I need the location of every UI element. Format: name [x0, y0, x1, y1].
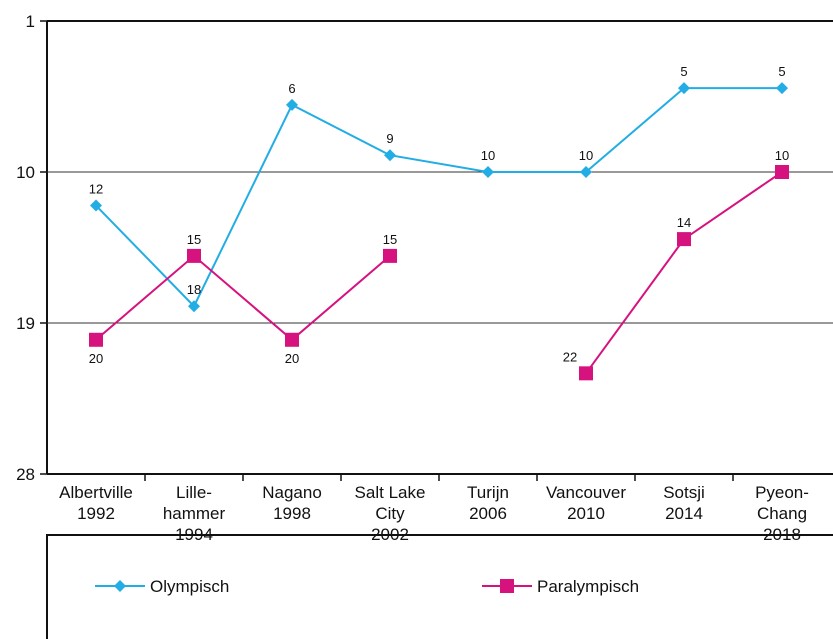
- x-tick-line: Pyeon-: [755, 483, 809, 502]
- x-tick-line: Albertville: [59, 483, 133, 502]
- data-label: 15: [187, 232, 201, 247]
- x-tick-line: Turijn: [467, 483, 509, 502]
- x-tick-line: 1998: [273, 504, 311, 523]
- marker: [580, 166, 592, 178]
- y-tick-label: 19: [16, 314, 35, 333]
- series-line: [585, 171, 783, 374]
- marker: [482, 166, 494, 178]
- series-line: [95, 87, 782, 308]
- x-tick-line: 2014: [665, 504, 703, 523]
- data-label: 6: [288, 81, 295, 96]
- marker: [114, 580, 126, 592]
- x-tick-label: Vancouver 2010: [546, 483, 626, 523]
- x-tick-label: Sotsji 2014: [663, 483, 705, 523]
- data-label: 20: [285, 351, 299, 366]
- marker: [384, 149, 396, 162]
- legend-label: Paralympisch: [537, 577, 639, 596]
- x-tick-line: Salt Lake: [355, 483, 426, 502]
- x-tick-label: Nagano 1998: [262, 483, 322, 523]
- marker: [90, 199, 102, 212]
- x-tick-line: Nagano: [262, 483, 322, 502]
- marker: [286, 98, 298, 111]
- data-label: 9: [386, 131, 393, 146]
- series-line: [95, 254, 391, 342]
- marker: [188, 300, 200, 313]
- x-tick-label: Turijn 2006: [467, 483, 509, 523]
- data-label: 18: [187, 282, 201, 297]
- y-tick-label: 28: [16, 465, 35, 484]
- data-label: 22: [563, 349, 577, 364]
- data-label: 20: [89, 351, 103, 366]
- x-tick-line: 2006: [469, 504, 507, 523]
- data-label: 10: [579, 148, 593, 163]
- x-tick-label: Albertville 1992: [59, 483, 133, 523]
- data-label: 5: [778, 64, 785, 79]
- y-tick-label: 10: [16, 163, 35, 182]
- data-label: 15: [383, 232, 397, 247]
- marker: [775, 165, 789, 179]
- marker: [678, 82, 690, 95]
- data-label: 12: [89, 182, 103, 197]
- data-label: 5: [680, 64, 687, 79]
- y-tick-label: 1: [26, 12, 35, 31]
- legend-label: Olympisch: [150, 577, 229, 596]
- x-tick-line: City: [375, 504, 405, 523]
- data-label: 10: [481, 148, 495, 163]
- marker: [500, 579, 514, 593]
- x-tick-line: hammer: [163, 504, 226, 523]
- marker: [383, 248, 397, 263]
- x-tick-line: Sotsji: [663, 483, 705, 502]
- x-tick-line: 2010: [567, 504, 605, 523]
- marker: [187, 248, 201, 263]
- data-label: 10: [775, 148, 789, 163]
- legend-box: [46, 534, 833, 639]
- data-label: 14: [677, 215, 691, 230]
- marker: [89, 332, 103, 347]
- x-tick-line: Vancouver: [546, 483, 626, 502]
- marker: [579, 366, 593, 381]
- marker: [776, 82, 788, 95]
- x-tick-line: Chang: [757, 504, 807, 523]
- x-tick-line: 1992: [77, 504, 115, 523]
- marker: [285, 332, 299, 347]
- marker: [677, 232, 691, 247]
- x-tick-line: Lille-: [176, 483, 212, 502]
